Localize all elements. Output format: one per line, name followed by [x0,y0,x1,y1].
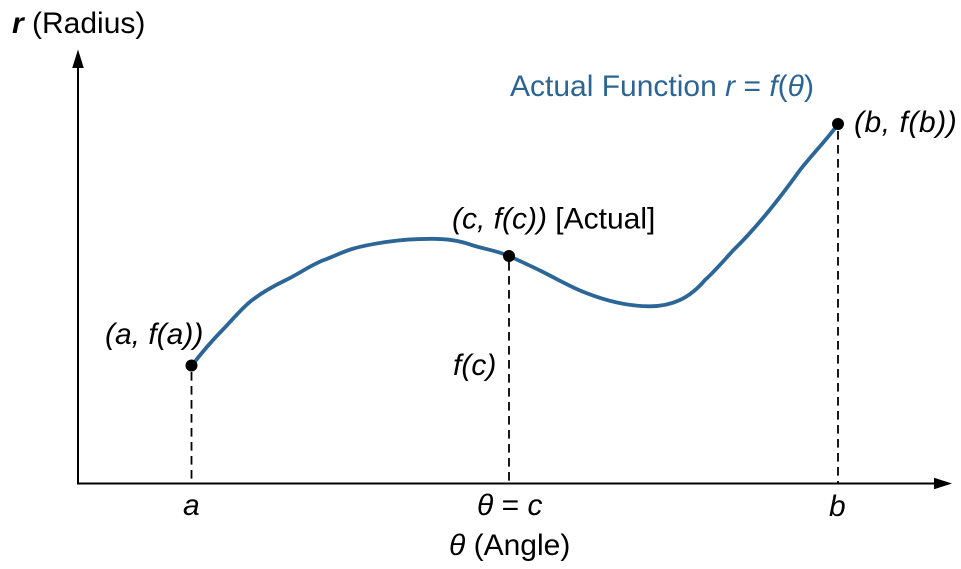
svg-text:a: a [183,489,200,522]
svg-text:r (Radius): r (Radius) [12,7,145,40]
svg-text:b: b [829,490,846,523]
svg-text:θ = c: θ = c [477,489,542,522]
svg-text:θ (Angle): θ (Angle) [449,529,570,562]
svg-text:(c, f(c)) [Actual]: (c, f(c)) [Actual] [452,203,655,236]
svg-text:(a, f(a)): (a, f(a)) [105,318,203,351]
svg-text:f(c): f(c) [453,349,496,382]
svg-text:Actual Function r = f(θ): Actual Function r = f(θ) [510,70,814,103]
svg-text:(b, f(b)): (b, f(b)) [854,106,957,139]
